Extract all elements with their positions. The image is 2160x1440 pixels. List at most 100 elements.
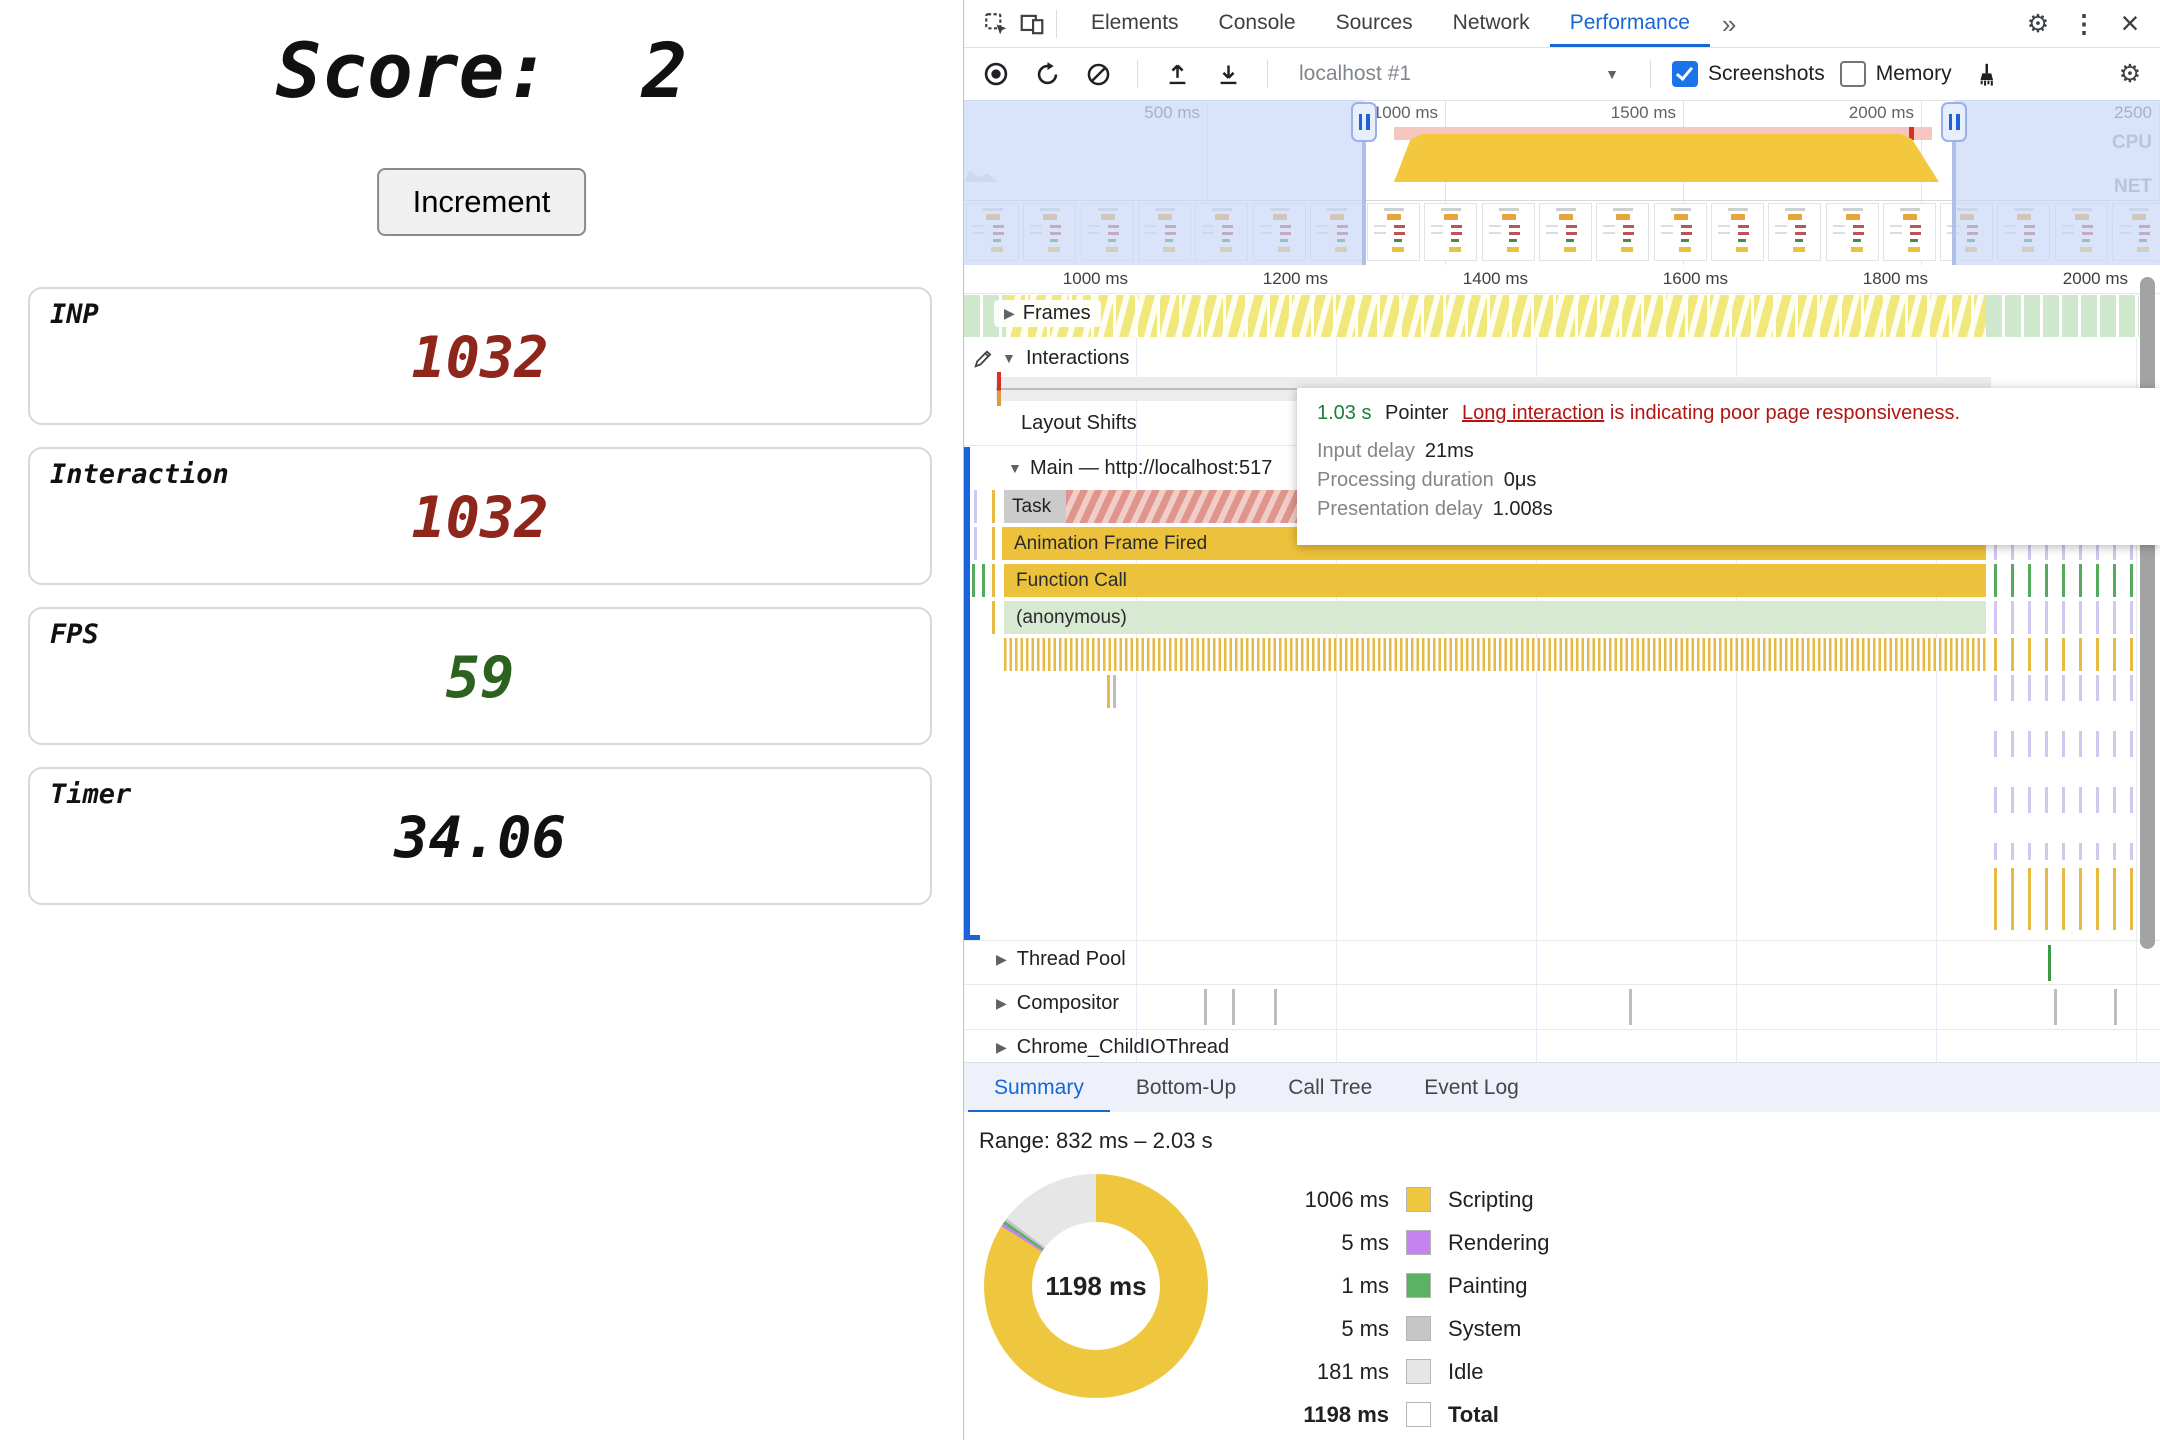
decoration (1795, 232, 1807, 235)
ruler-line (964, 293, 2160, 294)
memory-checkbox[interactable] (1839, 61, 1866, 87)
bottom-tab-summary[interactable]: Summary (968, 1063, 1110, 1113)
bottom-tab-event-log[interactable]: Event Log (1424, 1076, 1519, 1099)
tab-console[interactable]: Console (1218, 11, 1296, 34)
event-tick (2079, 601, 2082, 634)
flame-row-label: Animation Frame Fired (1014, 533, 1208, 554)
decoration (1899, 208, 1920, 211)
legend-label: Scripting (1448, 1186, 1534, 1212)
expand-triangle-icon[interactable]: ▶ (996, 1039, 1007, 1055)
long-interaction-link[interactable]: Long interaction (1461, 402, 1605, 424)
expand-triangle-icon[interactable]: ▶ (1004, 305, 1015, 321)
flame-chart[interactable]: 1000 ms 1200 ms 1400 ms 1600 ms 1800 ms 2000 … (964, 265, 2160, 1062)
overview-time-label: 1000 ms (1372, 103, 1438, 122)
gridline (1736, 293, 1737, 1062)
decoration (1431, 232, 1444, 234)
legend-swatch[interactable] (1406, 1316, 1431, 1341)
legend-label: System (1448, 1315, 1522, 1341)
tooltip-detail-value: 0μs (1503, 469, 1537, 491)
event-tick (2096, 601, 2099, 634)
tab-elements[interactable]: Elements (1091, 11, 1179, 34)
frames-track-header[interactable]: ▶ Frames (994, 300, 1101, 327)
decoration (1394, 225, 1406, 228)
decoration (1603, 225, 1616, 227)
garbage-collect-icon[interactable] (1967, 56, 2003, 92)
collapse-triangle-icon[interactable]: ▼ (1008, 460, 1022, 476)
upload-profile-icon[interactable] (1159, 56, 1195, 92)
decoration (1623, 239, 1632, 242)
tab-network[interactable]: Network (1452, 11, 1530, 34)
reload-record-icon[interactable] (1029, 56, 1065, 92)
record-icon[interactable] (978, 56, 1014, 92)
decoration (1546, 232, 1558, 234)
divider (964, 1029, 2160, 1030)
settings-gear-icon[interactable]: ⚙ (2026, 9, 2050, 38)
decoration (1842, 208, 1863, 211)
decoration (1508, 239, 1517, 242)
close-icon[interactable]: × (2120, 5, 2140, 41)
compositor-track[interactable]: ▶ Compositor (996, 992, 1119, 1015)
legend-swatch[interactable] (1406, 1273, 1431, 1298)
decoration (1737, 225, 1749, 228)
event-tick-column (1994, 675, 1997, 860)
event-tick-column (2045, 675, 2048, 860)
net-row-line (964, 200, 2160, 201)
divider (1137, 60, 1138, 88)
window-handle-right[interactable] (1941, 102, 1967, 142)
function-call-bar[interactable] (1004, 564, 1986, 597)
download-profile-icon[interactable] (1210, 56, 1246, 92)
inspect-element-icon[interactable] (978, 6, 1014, 42)
clear-icon[interactable] (1080, 56, 1116, 92)
legend-swatch[interactable] (1406, 1230, 1431, 1255)
increment-button[interactable]: Increment (376, 168, 587, 236)
event-tick (1994, 601, 1997, 634)
event-tick (982, 564, 985, 597)
vertical-scrollbar-thumb[interactable] (2140, 277, 2155, 949)
collapse-triangle-icon[interactable]: ▼ (1002, 350, 1016, 366)
decoration (1374, 225, 1387, 227)
window-edge-left (1362, 140, 1366, 265)
main-track-label: Main — http://localhost:517 (1030, 457, 1273, 479)
event-tick (1629, 989, 1632, 1025)
anonymous-bar[interactable] (1004, 601, 1986, 634)
capture-settings-gear-icon[interactable]: ⚙ (2118, 60, 2142, 88)
event-tick (2011, 638, 2014, 671)
event-tick (2113, 601, 2116, 634)
tab-sources[interactable]: Sources (1335, 11, 1413, 34)
event-tick (2054, 989, 2057, 1025)
legend-swatch[interactable] (1406, 1359, 1431, 1384)
more-tabs-icon[interactable]: » (1721, 8, 1737, 39)
expand-triangle-icon[interactable]: ▶ (996, 995, 1007, 1011)
bottom-tab-bottom-up[interactable]: Bottom-Up (1135, 1076, 1237, 1099)
bottom-tab-call-tree[interactable]: Call Tree (1288, 1076, 1373, 1099)
screenshots-checkbox[interactable] (1672, 61, 1698, 87)
event-tick (1994, 868, 1997, 930)
event-tick (972, 564, 975, 597)
screenshots-toggle[interactable]: Screenshots (1672, 61, 1825, 87)
devtools-controls: ⚙ ⋮ × (2020, 5, 2160, 42)
decoration (1556, 208, 1576, 211)
tab-performance[interactable]: Performance (1550, 0, 1710, 47)
decoration (1564, 247, 1576, 252)
task-bar-label[interactable]: Task (1004, 490, 1066, 523)
metric-card-interaction: Interaction 1032 (28, 447, 932, 585)
device-toolbar-icon[interactable] (1014, 6, 1050, 42)
window-handle-left[interactable] (1351, 102, 1377, 142)
thread-pool-track[interactable]: ▶ Thread Pool (996, 948, 1126, 971)
legend-label: Painting (1448, 1272, 1528, 1298)
decoration (1889, 225, 1902, 227)
metric-label: Interaction (50, 459, 229, 490)
event-tick (2130, 564, 2133, 597)
chrome-child-io-track[interactable]: ▶ Chrome_ChildIOThread (996, 1036, 1229, 1059)
legend-swatch[interactable] (1406, 1402, 1431, 1427)
kebab-menu-icon[interactable]: ⋮ (2071, 9, 2097, 38)
session-selector[interactable]: localhost #1 ▼ (1289, 56, 1629, 92)
decoration (1623, 225, 1635, 228)
memory-toggle[interactable]: Memory (1839, 61, 1952, 87)
cpu-activity-chart (1394, 134, 1939, 182)
expand-triangle-icon[interactable]: ▶ (996, 951, 1007, 967)
metric-card-inp: INP 1032 (28, 287, 932, 425)
legend-swatch[interactable] (1406, 1187, 1431, 1212)
metric-label: FPS (50, 619, 99, 650)
